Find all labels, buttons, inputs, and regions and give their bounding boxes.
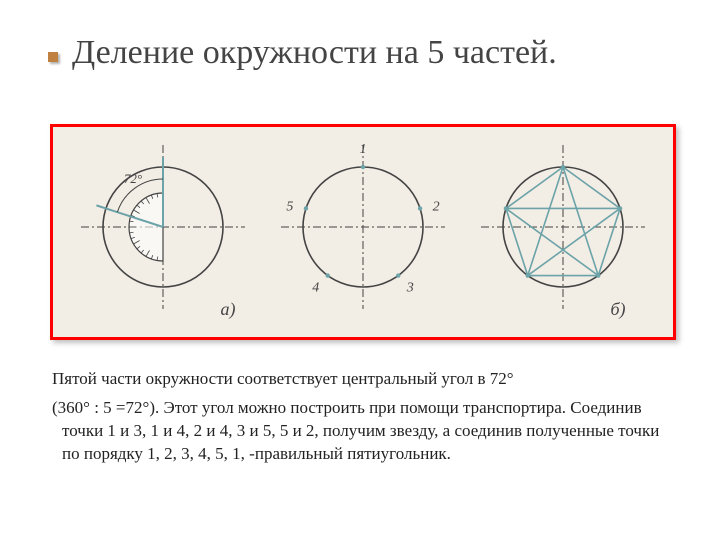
paragraph-2: (360° : 5 =72°). Этот угол можно построи… xyxy=(52,397,672,466)
svg-text:72°: 72° xyxy=(124,171,142,186)
paragraph-1: Пятой части окружности соответствует цен… xyxy=(52,368,672,391)
svg-text:1: 1 xyxy=(360,142,367,157)
bullet-square xyxy=(48,52,58,62)
figure-svg: 72° а) 1 2 3 4 5 б) xyxy=(53,127,673,337)
figure-container: 72° а) 1 2 3 4 5 б) xyxy=(50,124,676,340)
body-text: Пятой части окружности соответствует цен… xyxy=(52,368,672,472)
svg-text:б): б) xyxy=(610,299,625,320)
svg-text:4: 4 xyxy=(312,281,319,296)
svg-text:2: 2 xyxy=(433,199,440,214)
page-title: Деление окружности на 5 частей. xyxy=(72,34,557,72)
svg-text:а): а) xyxy=(221,299,236,320)
svg-text:5: 5 xyxy=(286,199,293,214)
svg-text:3: 3 xyxy=(406,281,414,296)
